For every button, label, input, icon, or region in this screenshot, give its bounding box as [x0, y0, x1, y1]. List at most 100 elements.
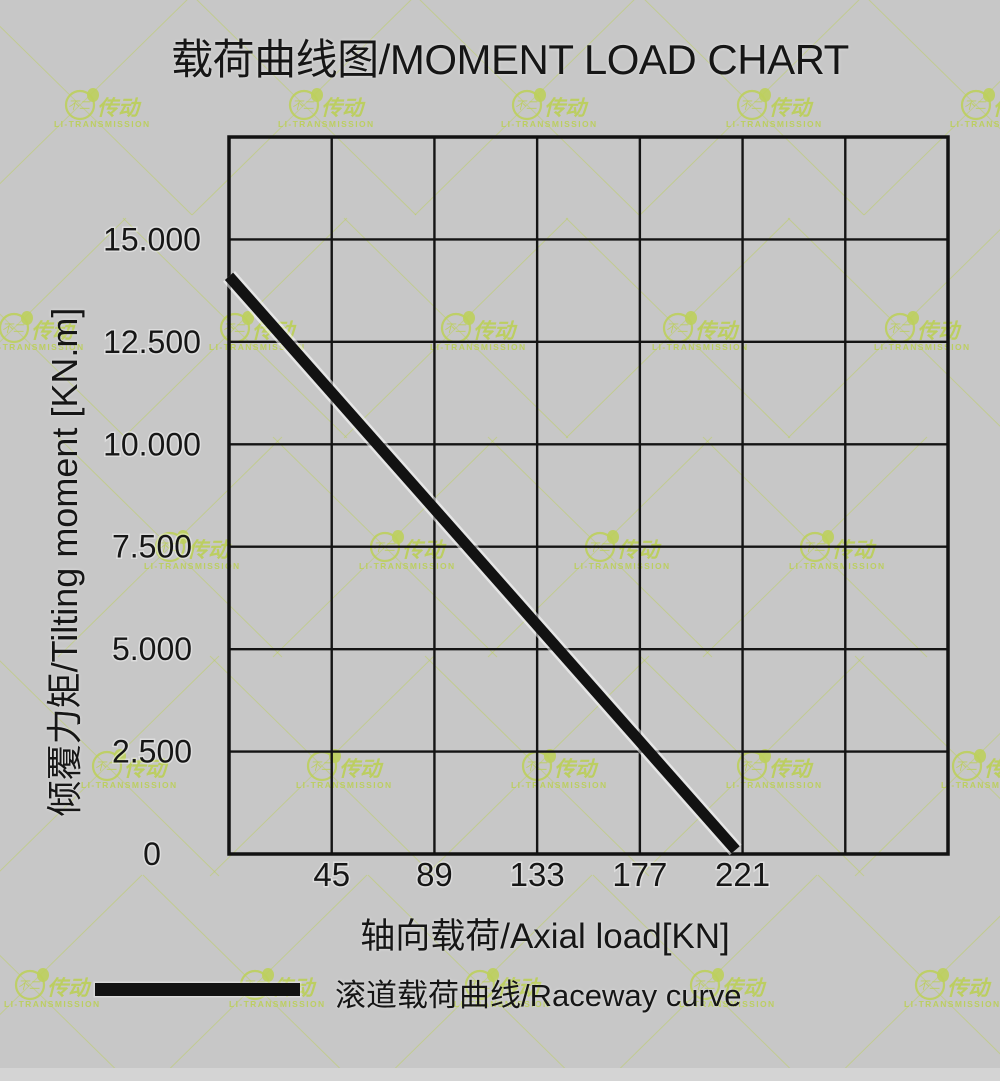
watermark-sub-text: LI-TRANSMISSION: [874, 342, 971, 352]
watermark-logo-blob: [87, 88, 99, 102]
watermark-logo-blob: [177, 530, 189, 544]
watermark-logo-blob: [534, 88, 546, 102]
watermark-tile: 不二传动LI-TRANSMISSION: [702, 436, 928, 658]
chart-title: 载荷曲线图/MOMENT LOAD CHART: [171, 36, 849, 83]
x-tick-label: 133: [510, 856, 565, 893]
watermark-sub-text: LI-TRANSMISSION: [511, 780, 608, 790]
watermark-logo-circle: [511, 89, 543, 121]
watermark-diagonal-line: [854, 655, 1000, 800]
watermark-sub-text: LI-TRANSMISSION: [941, 780, 1000, 790]
watermark-brand-text: 传动: [617, 538, 662, 562]
y-tick-label: 0: [143, 836, 161, 872]
watermark-brand-text: 传动: [554, 757, 599, 781]
watermark-diagonal-line: [868, 0, 1000, 130]
plot-border: [227, 135, 950, 856]
watermark-brand-text: 传动: [832, 538, 877, 562]
watermark-brand-text: 传动: [544, 96, 589, 120]
watermark-diagonal-line: [343, 217, 569, 439]
watermark-logo-text: 不二: [2, 323, 25, 335]
watermark-diagonal-line: [854, 732, 1000, 877]
watermark-logo-text: 不二: [740, 100, 763, 112]
watermark-brand-text: 传动: [473, 319, 518, 343]
watermark-brand-text: 传动: [321, 96, 366, 120]
watermark-diagonal-line: [639, 655, 865, 877]
watermark-brand-text: 传动: [97, 96, 142, 120]
watermark-brand-text: 传动: [187, 538, 232, 562]
watermark-brand-text: 传动: [339, 757, 384, 781]
watermark-logo-blob: [329, 749, 341, 763]
y-tick-label: 5.000: [112, 631, 192, 667]
watermark-logo-circle: [960, 89, 992, 121]
watermark-logo-circle: [662, 312, 694, 344]
watermark-logo-blob: [907, 311, 919, 325]
watermark-tile: 不二传动LI-TRANSMISSION: [424, 655, 650, 877]
watermark-logo-text: 不二: [525, 761, 548, 773]
watermark-logo-blob: [392, 530, 404, 544]
y-tick-label: 2.500: [112, 734, 192, 770]
watermark-logo-circle: [64, 89, 96, 121]
watermark-tile: 不二传动LI-TRANSMISSION: [57, 436, 283, 658]
watermark-brand-text: 传动: [993, 96, 1000, 120]
watermark-brand-text: 传动: [695, 319, 740, 343]
watermark-sub-text: LI-TRANSMISSION: [144, 561, 241, 571]
watermark-logo-blob: [21, 311, 33, 325]
watermark-logo-blob: [685, 311, 697, 325]
watermark-diagonal-line: [565, 217, 791, 439]
watermark-logo-blob: [759, 88, 771, 102]
watermark-diagonal-line: [272, 436, 498, 658]
watermark-logo-blob: [607, 530, 619, 544]
watermark-diagonal-line: [343, 217, 569, 439]
watermark-sub-text: LI-TRANSMISSION: [209, 342, 306, 352]
watermark-tile: 不二传动LI-TRANSMISSION: [343, 217, 569, 439]
watermark-logo-text: 不二: [666, 323, 689, 335]
watermark-diagonal-line: [0, 25, 193, 216]
y-axis-label: 倾覆力矩/Tilting moment [KN.m]: [44, 307, 85, 817]
watermark-logo-text: 不二: [223, 323, 246, 335]
y-tick-label: 12.500: [103, 324, 201, 360]
watermark-logo-circle: [951, 750, 983, 782]
watermark-tile: 不二传动LI-TRANSMISSION: [122, 217, 348, 439]
watermark-tile: 不二传动LI-TRANSMISSION: [0, 655, 220, 877]
watermark-diagonal-line: [702, 436, 928, 658]
watermark-sub-text: LI-TRANSMISSION: [501, 119, 598, 129]
watermark-logo-blob: [242, 311, 254, 325]
watermark-diagonal-line: [0, 655, 220, 872]
watermark-logo-circle: [219, 312, 251, 344]
watermark-sub-text: LI-TRANSMISSION: [574, 561, 671, 571]
watermark-logo-text: 不二: [444, 323, 467, 335]
watermark-tile: 不二传动LI-TRANSMISSION: [787, 217, 1000, 439]
watermark-logo-text: 不二: [310, 761, 333, 773]
watermark-logo-text: 不二: [888, 323, 911, 335]
x-tick-label: 221: [715, 856, 770, 893]
watermark-brand-text: 传动: [769, 96, 814, 120]
watermark-diagonal-line: [639, 655, 865, 877]
watermark-sub-text: LI-TRANSMISSION: [726, 119, 823, 129]
watermark-diagonal-line: [424, 655, 650, 877]
y-tick-label: 10.000: [103, 426, 201, 462]
watermark-diagonal-line: [487, 436, 713, 658]
watermark-logo-blob: [759, 749, 771, 763]
watermark-brand-text: 传动: [124, 757, 169, 781]
watermark-diagonal-line: [209, 655, 435, 877]
watermark-logo-blob: [463, 311, 475, 325]
watermark-logo-blob: [822, 530, 834, 544]
watermark-sub-text: LI-TRANSMISSION: [652, 342, 749, 352]
watermark-tile: 不二传动LI-TRANSMISSION: [272, 436, 498, 658]
raceway-curve-halo: [223, 271, 742, 856]
legend-line-swatch: [95, 983, 300, 996]
watermark-diagonal-line: [122, 217, 348, 439]
watermark-sub-text: LI-TRANSMISSION: [81, 780, 178, 790]
watermark-diagonal-line: [787, 229, 1000, 439]
bottom-edge-strip: [0, 1068, 1000, 1081]
watermark-logo-blob: [114, 749, 126, 763]
watermark-logo-circle: [584, 531, 616, 563]
watermark-logo-text: 不二: [740, 761, 763, 773]
watermark-logo-text: 不二: [964, 100, 987, 112]
watermark-logo-text: 不二: [68, 100, 91, 112]
watermark-logo-text: 不二: [158, 542, 181, 554]
watermark-brand-text: 传动: [402, 538, 447, 562]
raceway-curve: [224, 272, 740, 854]
watermark-logo-text: 不二: [588, 542, 611, 554]
watermark-logo-circle: [799, 531, 831, 563]
